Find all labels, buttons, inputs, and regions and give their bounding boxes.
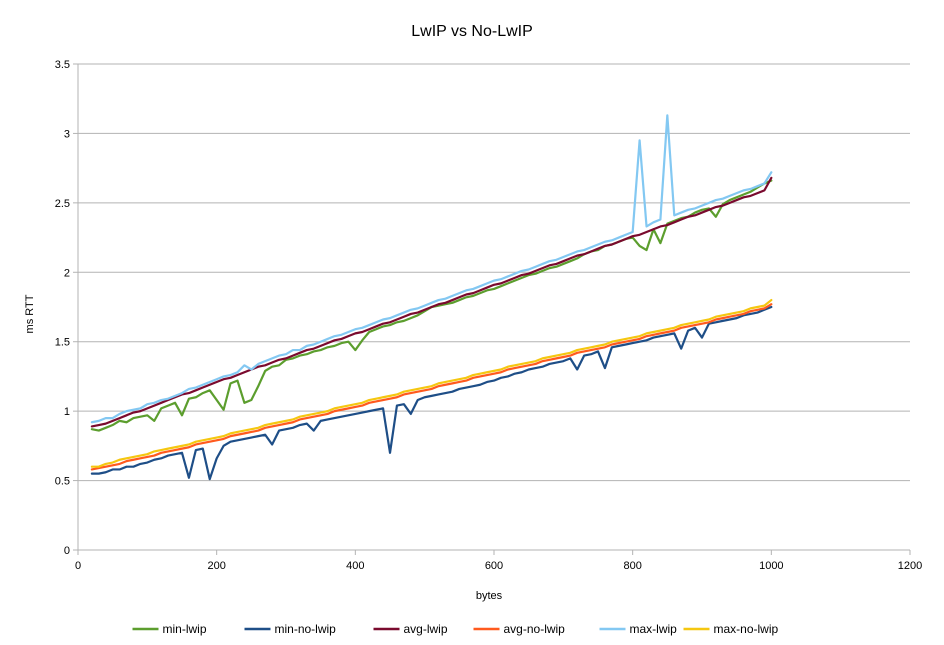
- legend-item-max-no-lwip: max-no-lwip: [683, 622, 779, 636]
- legend-item-avg-no-lwip: avg-no-lwip: [473, 622, 566, 636]
- x-tick-label: 1200: [898, 560, 922, 572]
- series-line-max-no-lwip: [90, 298, 773, 468]
- axes: 0 0.5 1 1.5 2 2.5 3 3.5 0 200 400 600 800 1000 1200: [55, 59, 923, 572]
- x-tick-label: 600: [485, 560, 503, 572]
- series-lines: [90, 114, 773, 481]
- y-tick-label: 0: [64, 545, 70, 557]
- y-tick-label: 3: [64, 128, 70, 140]
- y-tick-label: 2.5: [55, 198, 70, 210]
- x-tick-label: 0: [75, 560, 81, 572]
- legend-item-max-lwip: max-lwip: [599, 622, 678, 636]
- legend-item-min-lwip: min-lwip: [132, 622, 207, 636]
- legend-label: min-no-lwip: [275, 622, 337, 636]
- y-tick-label: 3.5: [55, 59, 70, 71]
- y-tick-label: 2: [64, 267, 70, 279]
- x-tick-label: 800: [623, 560, 641, 572]
- y-axis-title: ms RTT: [24, 294, 36, 333]
- series-line-avg-no-lwip: [90, 303, 773, 471]
- series-line-min-no-lwip: [90, 305, 773, 481]
- gridlines: [78, 63, 910, 551]
- legend-label: max-lwip: [630, 622, 678, 636]
- legend-item-avg-lwip: avg-lwip: [373, 622, 448, 636]
- series-line-max-lwip: [90, 114, 773, 424]
- y-tick-label: 0.5: [55, 476, 70, 488]
- y-tick-label: 1.5: [55, 337, 70, 349]
- x-axis-title: bytes: [476, 590, 503, 602]
- legend-label: min-lwip: [163, 622, 207, 636]
- legend-label: avg-no-lwip: [504, 622, 566, 636]
- series-line-avg-lwip: [90, 176, 773, 428]
- x-tick-label: 400: [346, 560, 364, 572]
- legend-label: max-no-lwip: [714, 622, 779, 636]
- chart-title: LwIP vs No-LwIP: [411, 23, 533, 40]
- legend-item-min-no-lwip: min-no-lwip: [244, 622, 337, 636]
- legend-label: avg-lwip: [404, 622, 448, 636]
- legend: min-lwip min-no-lwip avg-lwip avg-no-lwip ma…: [132, 622, 779, 636]
- x-tick-label: 200: [207, 560, 225, 572]
- y-tick-label: 1: [64, 406, 70, 418]
- x-tick-label: 1000: [759, 560, 783, 572]
